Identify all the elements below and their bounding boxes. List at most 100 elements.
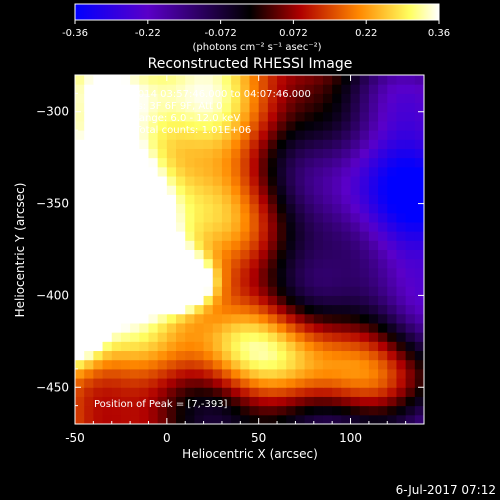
heatmap-cell	[277, 93, 287, 104]
heatmap-cell	[194, 130, 205, 140]
heatmap-cell	[286, 130, 296, 140]
heatmap-cell	[212, 185, 223, 195]
heatmap-cell	[185, 378, 195, 388]
heatmap-cell	[102, 258, 113, 269]
heatmap-cell	[93, 203, 104, 214]
heatmap-cell	[396, 405, 407, 416]
heatmap-cell	[313, 396, 324, 407]
heatmap-cell	[396, 258, 407, 269]
heatmap-cell	[111, 249, 122, 260]
heatmap-cell	[359, 387, 370, 397]
heatmap-cell	[359, 249, 370, 260]
heatmap-cell	[102, 111, 113, 122]
heatmap-cell	[102, 341, 113, 352]
heatmap-cell	[387, 322, 397, 333]
heatmap-cell	[139, 240, 149, 250]
heatmap-cell	[185, 341, 195, 352]
info-block: 24-Oct-2014 03:57:46.000 to 04:07:46.000…	[94, 89, 311, 136]
heatmap-cell	[111, 185, 122, 195]
heatmap-cell	[350, 231, 361, 241]
heatmap-cell	[120, 277, 131, 287]
heatmap-cell	[350, 378, 361, 388]
heatmap-cell	[286, 139, 296, 149]
heatmap-cell	[203, 148, 214, 159]
heatmap-cell	[286, 258, 296, 269]
heatmap-cell	[185, 387, 195, 397]
heatmap-cell	[185, 304, 195, 315]
heatmap-cell	[295, 396, 306, 407]
heatmap-cell	[277, 313, 287, 324]
heatmap-cell	[277, 130, 287, 140]
heatmap-cell	[267, 295, 278, 306]
heatmap-cell	[240, 75, 250, 85]
heatmap-cell	[157, 313, 168, 324]
heatmap-cell	[120, 295, 131, 306]
heatmap-cell	[378, 166, 388, 177]
heatmap-cell	[231, 176, 241, 186]
heatmap-cell	[313, 267, 324, 278]
heatmap-cell	[258, 332, 269, 342]
heatmap-cell	[313, 231, 324, 241]
heatmap-cell	[350, 396, 361, 407]
heatmap-cell	[368, 166, 379, 177]
y-axis-label: Heliocentric Y (arcsec)	[13, 183, 27, 318]
heatmap-cell	[111, 387, 122, 397]
heatmap-cell	[176, 295, 186, 306]
heatmap-cell	[166, 332, 177, 342]
heatmap-cell	[332, 350, 342, 361]
heatmap-cell	[295, 341, 306, 352]
heatmap-cell	[194, 304, 205, 315]
heatmap-cell	[185, 405, 195, 416]
heatmap-cell	[332, 267, 342, 278]
heatmap-cell	[130, 258, 140, 269]
heatmap-cell	[102, 212, 113, 223]
heatmap-cell	[368, 396, 379, 407]
heatmap-cell	[378, 286, 388, 296]
heatmap-cell	[249, 157, 260, 168]
x-axis-label: Heliocentric X (arcsec)	[182, 447, 318, 461]
heatmap-cell	[313, 350, 324, 361]
heatmap-cell	[359, 221, 370, 232]
heatmap-cell	[286, 295, 296, 306]
heatmap-cell	[93, 313, 104, 324]
heatmap-cell	[313, 240, 324, 250]
heatmap-cell	[277, 267, 287, 278]
heatmap-cell	[368, 93, 379, 104]
heatmap-cell	[332, 203, 342, 214]
heatmap-cell	[130, 120, 140, 131]
heatmap-cell	[368, 341, 379, 352]
heatmap-cell	[212, 130, 223, 140]
heatmap-cell	[148, 194, 159, 205]
heatmap-cell	[322, 139, 333, 149]
heatmap-cell	[258, 203, 269, 214]
heatmap-cell	[368, 120, 379, 131]
heatmap-cell	[414, 157, 424, 168]
heatmap-cell	[414, 277, 424, 287]
heatmap-cell	[414, 332, 424, 342]
heatmap-cell	[322, 120, 333, 131]
heatmap-cell	[203, 176, 214, 186]
heatmap-cell	[212, 350, 223, 361]
x-tick-label: -50	[65, 431, 85, 445]
footer-date: 6-Jul-2017 07:12	[396, 483, 496, 497]
heatmap-cell	[84, 203, 94, 214]
heatmap-cell	[231, 139, 241, 149]
heatmap-cell	[139, 387, 149, 397]
heatmap-cell	[267, 414, 278, 424]
heatmap-cell	[157, 249, 168, 260]
heatmap-cell	[414, 176, 424, 186]
heatmap-cell	[84, 75, 94, 85]
heatmap-cell	[304, 286, 315, 296]
heatmap-cell	[157, 267, 168, 278]
heatmap-cell	[120, 240, 131, 250]
heatmap-cell	[139, 286, 149, 296]
heatmap-cell	[221, 350, 232, 361]
heatmap-cell	[332, 414, 342, 424]
heatmap-cell	[313, 387, 324, 397]
heatmap-cell	[405, 295, 416, 306]
heatmap-cell	[157, 387, 168, 397]
heatmap-cell	[75, 396, 85, 407]
heatmap-cell	[396, 231, 407, 241]
heatmap-cell	[203, 378, 214, 388]
heatmap-cell	[332, 212, 342, 223]
